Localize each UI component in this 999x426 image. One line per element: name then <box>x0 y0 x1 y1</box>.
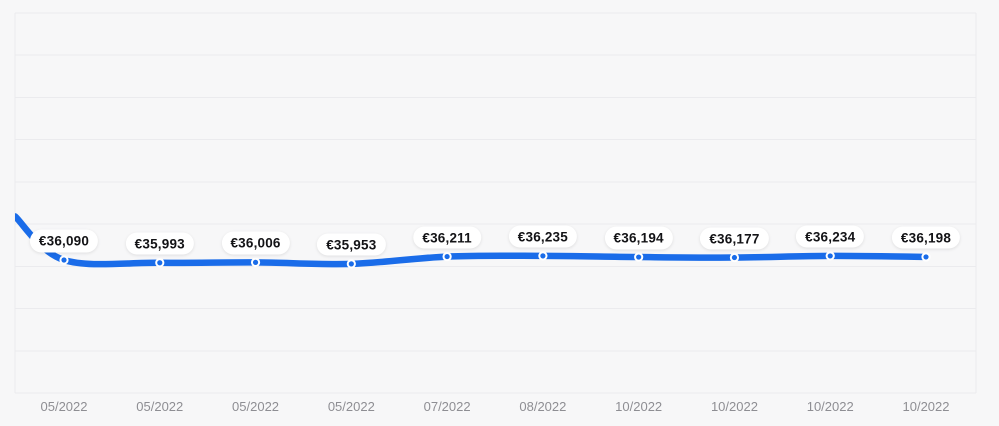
x-axis-tick-label: 05/2022 <box>232 399 280 414</box>
data-point-marker[interactable] <box>825 251 835 261</box>
value-label-pill: €35,953 <box>317 233 386 256</box>
value-label-pill: €36,177 <box>700 227 769 250</box>
x-axis-tick-label: 10/2022 <box>902 399 950 414</box>
data-point-marker[interactable] <box>634 252 644 262</box>
value-label-pill: €36,234 <box>796 225 865 248</box>
data-point-marker[interactable] <box>155 258 165 268</box>
data-point-marker[interactable] <box>729 252 740 263</box>
x-axis-tick-label: 10/2022 <box>615 399 663 414</box>
data-point-marker[interactable] <box>250 257 261 267</box>
x-axis-tick-label: 05/2022 <box>40 399 88 414</box>
value-label-pill: €36,235 <box>508 225 577 248</box>
data-point-marker[interactable] <box>59 255 69 265</box>
data-point-marker[interactable] <box>921 252 931 262</box>
gridlines <box>14 12 977 394</box>
x-axis-tick-label: 05/2022 <box>327 399 375 414</box>
data-point-marker[interactable] <box>442 251 452 262</box>
value-label-pill: €36,198 <box>891 226 961 249</box>
value-label-pill: €36,194 <box>604 226 673 250</box>
x-axis-tick-label: 10/2022 <box>806 399 854 414</box>
data-point-marker[interactable] <box>346 259 356 269</box>
value-label-pill: €36,006 <box>221 231 290 255</box>
value-label-pill: €36,090 <box>29 229 99 252</box>
value-label-pill: €36,211 <box>413 226 481 249</box>
x-axis-tick-label: 10/2022 <box>710 399 758 414</box>
data-point-marker[interactable] <box>538 251 548 261</box>
value-label-pill: €35,993 <box>125 232 194 255</box>
x-axis-tick-label: 07/2022 <box>423 399 471 414</box>
data-point-markers <box>59 251 931 269</box>
x-axis-tick-label: 08/2022 <box>519 399 567 414</box>
x-axis-tick-label: 05/2022 <box>136 399 184 414</box>
